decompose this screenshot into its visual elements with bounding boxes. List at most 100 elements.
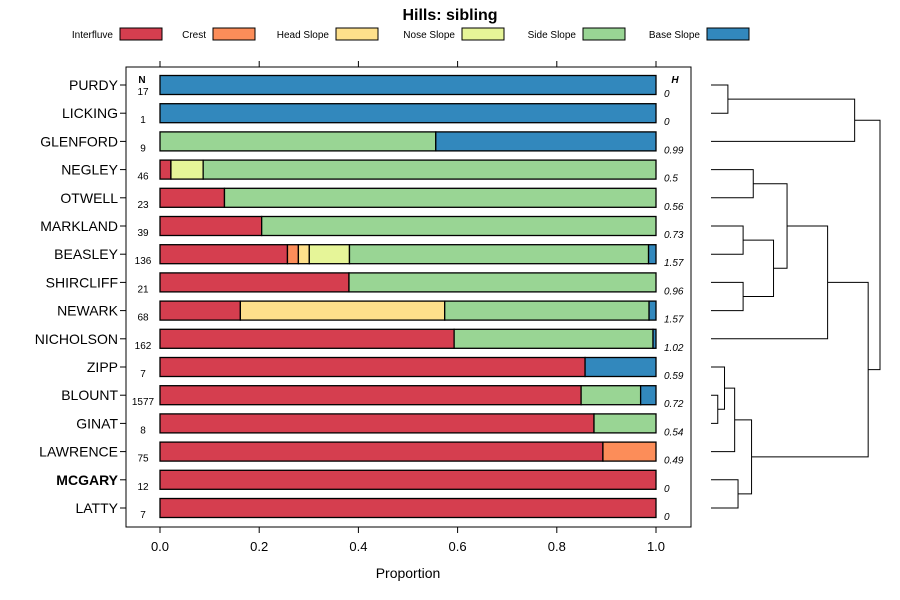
x-tick-label-2: 0.4 (349, 539, 367, 554)
row-h-6: 1.57 (664, 258, 684, 269)
bar-8-0 (159, 300, 242, 321)
x-tick-label-4: 0.8 (548, 539, 566, 554)
x-tick-label-1: 0.2 (250, 539, 268, 554)
row-h-9: 1.02 (664, 343, 684, 354)
bar-8-5 (648, 300, 657, 321)
bar-11-5 (639, 385, 657, 406)
row-n-5: 39 (137, 228, 149, 239)
row-n-10: 7 (140, 369, 146, 380)
legend-swatch-0 (119, 27, 163, 41)
row-n-6: 136 (135, 256, 152, 267)
row-n-2: 9 (140, 143, 146, 154)
x-axis-title: Proportion (376, 565, 441, 581)
bar-3-0 (159, 159, 172, 180)
bar-9-0 (159, 328, 455, 349)
row-n-8: 68 (137, 313, 149, 324)
row-label-0: PURDY (69, 77, 119, 93)
row-label-4: OTWELL (60, 190, 118, 206)
bar-14-0 (159, 469, 657, 490)
row-h-12: 0.54 (664, 427, 684, 438)
bar-2-4 (159, 131, 437, 152)
row-label-13: LAWRENCE (39, 444, 118, 460)
row-h-7: 0.96 (664, 286, 684, 297)
bar-13-0 (159, 441, 604, 462)
bar-6-5 (647, 244, 657, 265)
n-header: N (138, 75, 145, 86)
legend-swatch-2 (335, 27, 379, 41)
bar-11-0 (159, 385, 582, 406)
row-label-9: NICHOLSON (35, 331, 118, 347)
row-label-5: MARKLAND (40, 218, 118, 234)
chart-title: Hills: sibling (402, 7, 497, 24)
row-label-15: LATTY (75, 500, 118, 516)
bar-3-3 (170, 159, 204, 180)
bar-6-2 (297, 244, 310, 265)
bar-9-5 (652, 328, 657, 349)
row-n-12: 8 (140, 425, 146, 436)
row-label-11: BLOUNT (61, 387, 118, 403)
row-n-0: 17 (137, 87, 149, 98)
dendro-link-13 (751, 281, 869, 458)
bar-15-0 (159, 497, 657, 519)
bar-8-2 (239, 300, 446, 321)
h-header: H (671, 75, 679, 86)
row-n-7: 21 (137, 284, 149, 295)
bar-6-3 (308, 244, 351, 265)
legend-swatch-1 (212, 27, 256, 41)
row-label-12: GINAT (76, 415, 118, 431)
bar-0-5 (159, 74, 657, 96)
bar-6-4 (348, 244, 650, 265)
row-h-13: 0.49 (664, 456, 684, 467)
dendro-link-1 (711, 98, 856, 142)
row-n-4: 23 (137, 200, 149, 211)
dendro-link-6 (753, 183, 788, 269)
bar-8-4 (444, 300, 650, 321)
row-h-11: 0.72 (664, 399, 684, 410)
legend-label-4: Side Slope (528, 30, 577, 41)
legend-label-5: Base Slope (649, 30, 701, 41)
legend-swatch-3 (461, 27, 505, 41)
bar-6-0 (159, 244, 289, 265)
x-tick-label-5: 1.0 (647, 539, 665, 554)
dendro-link-0 (711, 84, 729, 114)
row-n-1: 1 (140, 115, 146, 126)
legend-swatch-4 (582, 27, 626, 41)
plot-area: 0.0 0.2 0.4 0.6 0.8 1.0 PURDY 17 0 LICKING 1 0 GLENF… (35, 61, 692, 554)
row-n-15: 7 (140, 510, 146, 521)
bar-3-4 (202, 159, 657, 180)
bar-5-4 (261, 215, 657, 237)
dendro-link-8 (711, 394, 719, 424)
bar-5-0 (159, 215, 263, 237)
x-tick-label-3: 0.6 (449, 539, 467, 554)
row-h-3: 0.5 (664, 174, 678, 185)
dendro-link-2 (711, 169, 754, 199)
bar-12-0 (159, 413, 595, 434)
dendro-link-11 (711, 479, 739, 509)
row-label-14: MCGARY (56, 472, 118, 488)
dendrogram (711, 84, 881, 509)
dendro-link-4 (711, 281, 744, 312)
legend-swatch-5 (706, 27, 750, 41)
dendro-link-3 (711, 225, 744, 255)
plot-frame (125, 66, 692, 528)
legend-label-2: Head Slope (277, 30, 330, 41)
bar-1-5 (159, 103, 657, 124)
bar-4-4 (223, 187, 657, 208)
dendro-link-14 (854, 119, 881, 371)
row-h-2: 0.99 (664, 145, 684, 156)
dendro-link-10 (711, 387, 736, 453)
bar-6-1 (286, 244, 300, 265)
bar-9-4 (453, 328, 654, 349)
row-n-3: 46 (137, 172, 149, 183)
row-label-3: NEGLEY (61, 162, 118, 178)
bar-10-5 (584, 356, 657, 378)
bar-12-4 (593, 413, 657, 434)
dendro-link-5 (743, 239, 775, 297)
bar-13-1 (602, 441, 657, 462)
bar-10-0 (159, 356, 586, 378)
row-h-15: 0 (664, 512, 670, 523)
row-label-7: SHIRCLIFF (46, 274, 118, 290)
row-h-10: 0.59 (664, 371, 684, 382)
row-h-5: 0.73 (664, 230, 684, 241)
